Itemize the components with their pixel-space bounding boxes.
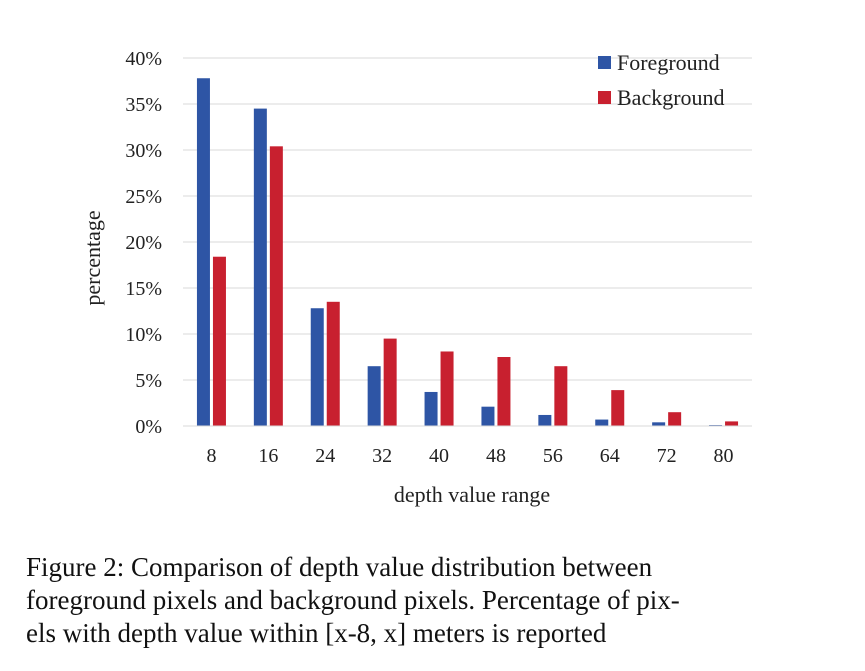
y-tick-label: 15% [125,278,162,300]
y-tick-label: 35% [125,94,162,116]
bar-foreground-8 [196,78,210,427]
caption-line-2: foreground pixels and background pixels.… [26,585,680,615]
x-tick-labels: 8 16 24 32 40 48 56 64 72 80 [206,445,733,467]
bar-background-8 [212,256,226,426]
bar-background-24 [326,301,340,426]
x-tick-label: 64 [600,445,620,467]
caption-line-1: Figure 2: Comparison of depth value dist… [26,552,653,582]
figure-caption: Figure 2: Comparison of depth value dist… [26,551,816,650]
x-tick-label: 56 [543,445,563,467]
bar-background-56 [554,366,568,426]
caption-line-3: els with depth value within [x-8, x] met… [26,618,607,648]
y-tick-label: 30% [125,140,162,162]
y-tick-label: 25% [125,186,162,208]
y-tick-label: 5% [135,370,162,392]
bar-foreground-24 [310,308,324,426]
bar-foreground-40 [424,391,438,426]
bar-background-64 [611,390,625,426]
legend-label-foreground: Foreground [617,50,720,75]
bar-foreground-48 [481,406,495,426]
x-tick-label: 16 [258,445,278,467]
legend: Foreground Background [598,50,725,110]
bar-background-48 [497,357,511,426]
x-tick-label: 40 [429,445,449,467]
bars [196,78,739,427]
y-tick-label: 10% [125,324,162,346]
bar-background-72 [668,412,682,426]
x-tick-label: 24 [315,445,335,467]
x-tick-label: 8 [206,445,216,467]
bar-foreground-64 [595,419,609,426]
bar-background-80 [725,421,739,426]
y-tick-labels: 0% 5% 10% 15% 20% 25% 30% 35% 40% [125,48,162,438]
x-tick-label: 32 [372,445,392,467]
bar-chart: 0% 5% 10% 15% 20% 25% 30% 35% 40% 8 16 24 32 40 48 56 6… [80,48,752,507]
bar-background-32 [383,338,397,426]
x-tick-label: 80 [714,445,734,467]
y-tick-label: 40% [125,48,162,70]
legend-swatch-foreground [598,56,611,69]
y-tick-label: 0% [135,416,162,438]
x-tick-label: 72 [657,445,677,467]
bar-background-16 [269,146,283,426]
legend-label-background: Background [617,85,725,110]
legend-swatch-background [598,91,611,104]
y-tick-label: 20% [125,232,162,254]
bar-foreground-32 [367,366,381,426]
bar-foreground-16 [253,108,267,426]
x-tick-label: 48 [486,445,506,467]
bar-foreground-72 [652,422,666,426]
y-axis-label: percentage [80,210,105,305]
bar-foreground-56 [538,414,552,426]
bar-background-40 [440,351,454,426]
x-axis-label: depth value range [394,482,550,507]
